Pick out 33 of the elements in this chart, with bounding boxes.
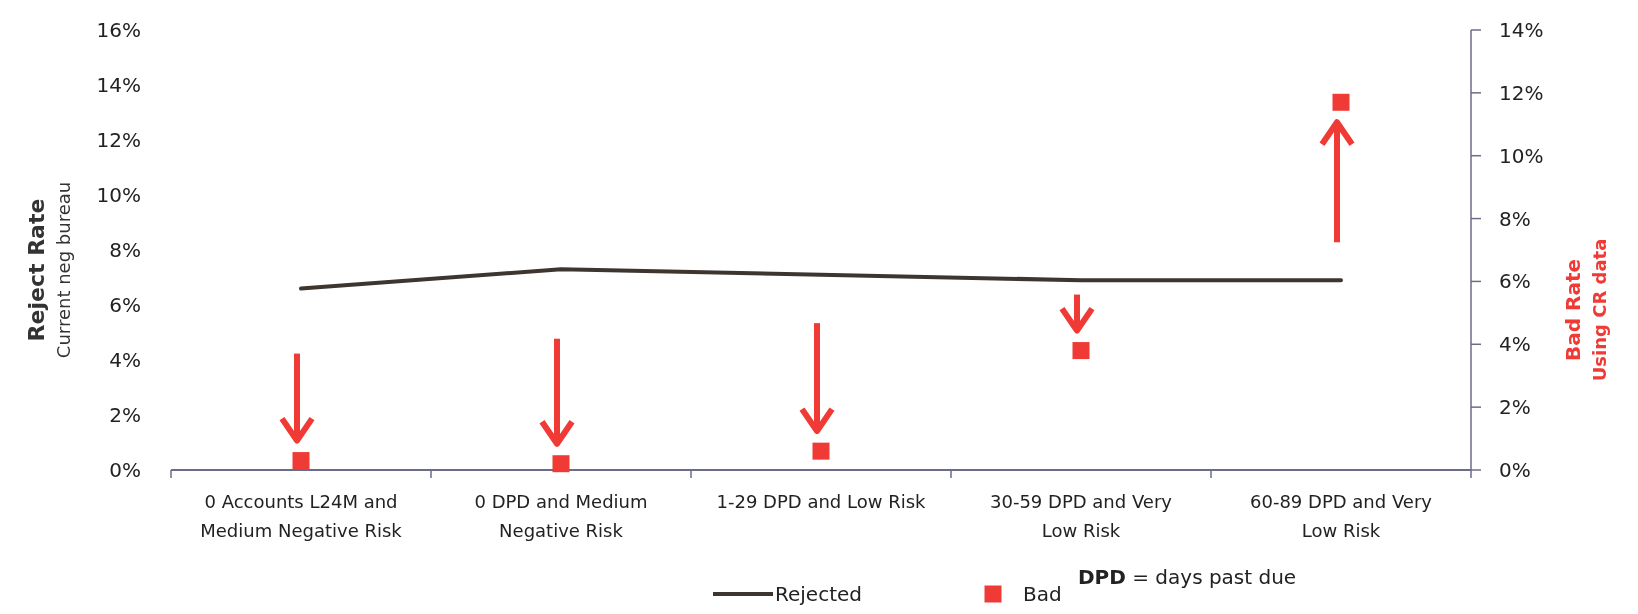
y-tick-label: 12% <box>96 128 141 152</box>
y2-tick-label: 2% <box>1499 395 1531 420</box>
y-tick-label: 10% <box>96 183 141 207</box>
y-tick-label: 16% <box>96 18 141 42</box>
x-tick-label: 0 DPD and Medium Negative Risk <box>474 491 648 541</box>
y2-tick-label: 8% <box>1499 206 1531 231</box>
y-tick-label: 14% <box>96 73 141 97</box>
legend-label: Rejected <box>775 582 863 606</box>
y2-tick-label: 12% <box>1499 80 1544 105</box>
y-axis-title: Reject Rate Current neg bureau <box>24 181 74 359</box>
x-tick-label: 0 Accounts L24M and Medium Negative Risk <box>200 491 403 541</box>
x-tick-label: 30-59 DPD and Very Low Risk <box>990 491 1173 541</box>
y2-tick-label: 4% <box>1499 332 1531 357</box>
y2-tick-label: 10% <box>1499 143 1544 168</box>
y2-tick-label: 0% <box>1499 458 1531 482</box>
y2-tick-label: 6% <box>1499 269 1531 294</box>
y-tick-label: 2% <box>109 403 141 427</box>
y-tick-label: 6% <box>109 293 141 317</box>
point <box>812 442 830 460</box>
point <box>1072 342 1090 360</box>
x-tick-label: 60-89 DPD and Very Low Risk <box>1250 491 1433 541</box>
y2-axis-title: Bad Rate Using CR data <box>1561 238 1610 382</box>
point <box>552 455 570 473</box>
y-tick-label: 4% <box>109 348 141 372</box>
y-tick-label: 8% <box>109 238 141 262</box>
line-series <box>299 267 1343 291</box>
point <box>1332 93 1350 111</box>
legend-label: Bad <box>1023 582 1062 606</box>
y-tick-label: 0% <box>109 458 141 482</box>
y2-tick-label: 14% <box>1499 18 1544 42</box>
point <box>292 452 310 470</box>
text: DPD = days past due <box>1078 565 1297 589</box>
x-tick-label: 1-29 DPD and Low Risk <box>716 491 927 512</box>
